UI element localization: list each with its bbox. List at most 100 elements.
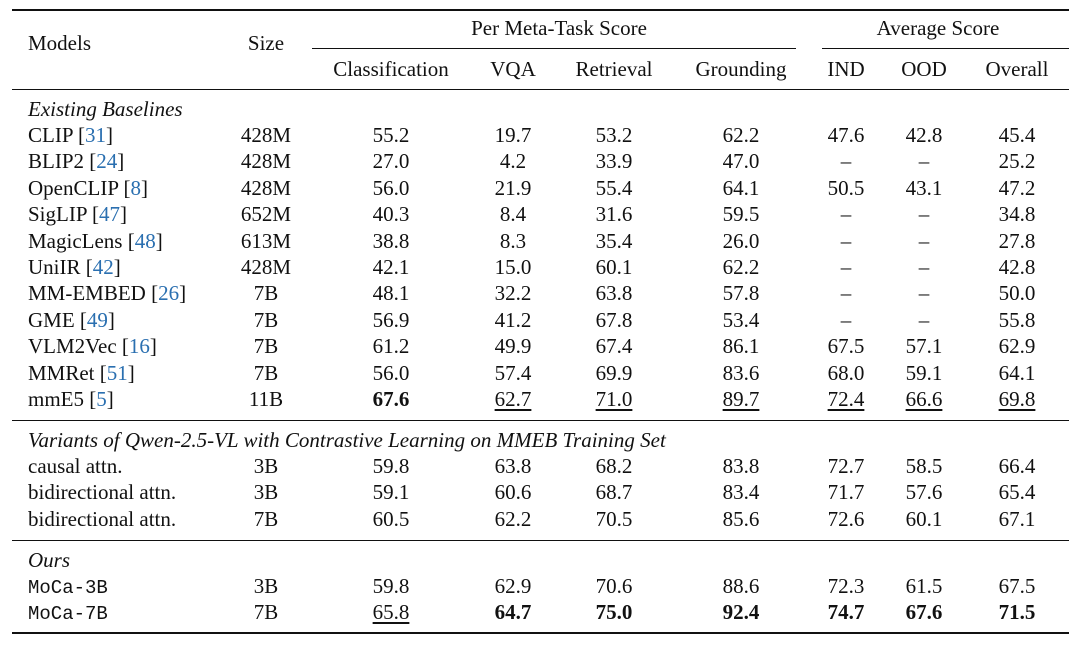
citation-link[interactable]: 49 xyxy=(86,307,108,332)
per-meta-underline xyxy=(312,48,796,49)
score-cell: 85.6 xyxy=(722,506,760,531)
citation-link[interactable]: 31 xyxy=(84,123,106,147)
section-rule-2 xyxy=(12,540,1069,541)
citation-link[interactable]: 24 xyxy=(96,149,118,174)
model-name: BLIP2 [24] xyxy=(28,149,125,174)
model-size: 428M xyxy=(240,123,292,147)
score-cell: 50.0 xyxy=(998,281,1036,306)
score-cell: 72.7 xyxy=(827,454,865,478)
model-name: mmE5 [5] xyxy=(28,387,114,411)
score-cell: 62.7 xyxy=(494,387,532,411)
header-col-ind: IND xyxy=(827,57,865,81)
score-cell: 59.1 xyxy=(372,480,410,505)
score-cell: 53.4 xyxy=(722,307,760,332)
score-cell: 60.1 xyxy=(595,255,633,279)
score-cell: – xyxy=(918,281,930,306)
score-cell: 8.3 xyxy=(499,228,527,253)
score-cell: 70.5 xyxy=(595,506,633,531)
citation-link[interactable]: 5 xyxy=(96,387,107,411)
model-name-text: bidirectional attn. xyxy=(28,480,177,505)
score-cell: 57.4 xyxy=(494,360,532,385)
citation-link[interactable]: 26 xyxy=(158,281,180,306)
model-name-text: SigLIP xyxy=(28,202,87,227)
citation-link[interactable]: 8 xyxy=(130,175,141,200)
score-cell: – xyxy=(918,202,930,227)
citation-link[interactable]: 47 xyxy=(98,202,120,227)
score-cell: 72.6 xyxy=(827,506,865,531)
score-cell: 70.6 xyxy=(595,574,633,598)
score-cell: 71.0 xyxy=(595,387,633,411)
score-cell: 60.6 xyxy=(494,480,532,505)
score-cell: 45.4 xyxy=(998,123,1036,147)
model-size: 11B xyxy=(248,387,284,411)
score-cell: 61.2 xyxy=(372,334,410,359)
model-name: SigLIP [47] xyxy=(28,202,127,227)
score-cell: 21.9 xyxy=(494,175,532,200)
score-cell: 59.1 xyxy=(905,360,943,385)
score-cell: 60.1 xyxy=(905,506,943,531)
header-col-overall: Overall xyxy=(985,57,1049,81)
score-cell: 61.5 xyxy=(905,574,943,598)
score-cell: 50.5 xyxy=(827,175,865,200)
model-name: MoCa-3B xyxy=(28,574,108,600)
model-name: VLM2Vec [16] xyxy=(28,334,157,359)
score-cell: 8.4 xyxy=(499,202,527,227)
score-cell: 31.6 xyxy=(595,202,633,227)
score-cell: 41.2 xyxy=(494,307,532,332)
score-cell: 75.0 xyxy=(595,600,633,625)
header-bottom-rule xyxy=(12,89,1069,90)
model-name: UniIR [42] xyxy=(28,255,121,279)
model-size: 7B xyxy=(253,506,279,531)
model-name: bidirectional attn. xyxy=(28,480,176,504)
score-cell: 58.5 xyxy=(905,454,943,478)
score-cell: – xyxy=(918,307,930,332)
header-average-score: Average Score xyxy=(876,16,1000,40)
score-cell: 59.8 xyxy=(372,574,410,598)
model-name-text: UniIR xyxy=(28,255,81,279)
score-cell: 38.8 xyxy=(372,228,410,253)
score-cell: 71.7 xyxy=(827,480,865,505)
score-cell: 67.8 xyxy=(595,307,633,332)
score-cell: 57.1 xyxy=(905,334,943,359)
model-name-text: BLIP2 xyxy=(28,149,85,174)
citation-link[interactable]: 48 xyxy=(134,228,156,253)
score-cell: 62.2 xyxy=(722,123,760,147)
score-cell: – xyxy=(918,255,930,279)
header-size: Size xyxy=(247,31,285,55)
score-cell: 62.2 xyxy=(494,506,532,531)
score-cell: 42.8 xyxy=(905,123,943,147)
score-cell: – xyxy=(840,307,852,332)
citation-link[interactable]: 42 xyxy=(92,255,114,279)
score-cell: 88.6 xyxy=(722,574,760,598)
header-col-vqa: VQA xyxy=(490,57,536,81)
score-cell: 83.8 xyxy=(722,454,760,478)
score-cell: 59.8 xyxy=(372,454,410,478)
citation-link[interactable]: 16 xyxy=(128,334,150,359)
score-cell: 48.1 xyxy=(372,281,410,306)
model-size: 652M xyxy=(240,202,292,227)
score-cell: 15.0 xyxy=(494,255,532,279)
score-cell: 69.8 xyxy=(998,387,1036,411)
score-cell: 67.6 xyxy=(372,387,410,411)
score-cell: – xyxy=(840,149,852,174)
score-cell: 56.0 xyxy=(372,175,410,200)
model-name-text: bidirectional attn. xyxy=(28,506,177,531)
score-cell: 56.9 xyxy=(372,307,410,332)
model-name-text: VLM2Vec xyxy=(28,334,117,359)
score-cell: 71.5 xyxy=(998,600,1036,625)
header-col-grounding: Grounding xyxy=(695,57,787,81)
model-size: 3B xyxy=(253,574,279,598)
section-title-variants: Variants of Qwen-2.5-VL with Contrastive… xyxy=(28,428,666,452)
model-name-text: mmE5 xyxy=(28,387,84,411)
score-cell: 64.7 xyxy=(494,600,532,625)
score-cell: 57.6 xyxy=(905,480,943,505)
score-cell: 65.8 xyxy=(372,600,410,625)
score-cell: 92.4 xyxy=(722,600,760,625)
score-cell: 35.4 xyxy=(595,228,633,253)
citation-link[interactable]: 51 xyxy=(106,360,128,385)
model-size: 613M xyxy=(240,228,292,253)
model-name-text: GME xyxy=(28,307,75,332)
score-cell: 56.0 xyxy=(372,360,410,385)
model-size: 3B xyxy=(253,480,279,505)
